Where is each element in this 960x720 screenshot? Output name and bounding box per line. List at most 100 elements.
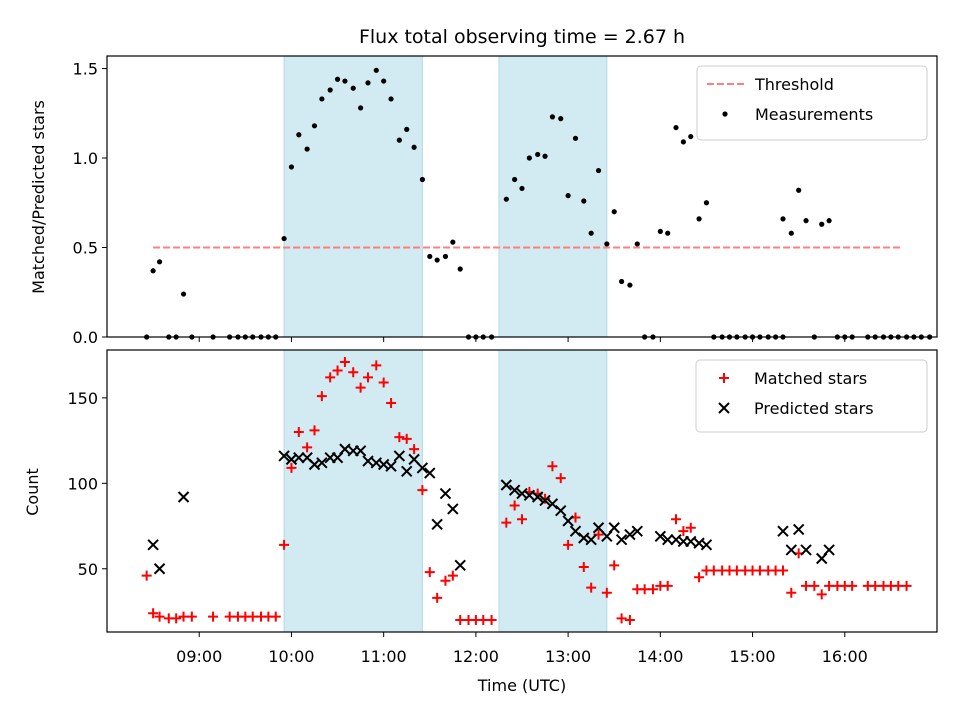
matched-stars-point [809, 580, 820, 591]
predicted-stars-point [555, 504, 567, 517]
x-tick-label: 14:00 [637, 647, 683, 666]
matched-stars-point [332, 365, 343, 376]
matched-stars-point [362, 372, 373, 383]
matched-stars-point [671, 514, 682, 525]
matched-stars-point [293, 427, 304, 438]
predicted-stars-point [823, 544, 835, 556]
matched-stars-point [171, 613, 182, 624]
measurements-point [796, 187, 802, 193]
measurements-point [427, 253, 433, 260]
top-shaded-interval [283, 55, 423, 338]
measurements-point [595, 167, 602, 174]
measurements-point [503, 196, 509, 202]
predicted-stars-point [147, 539, 159, 551]
top-y-axis-label: Matched/Predicted stars [29, 100, 48, 294]
x-tick-label: 12:00 [453, 647, 499, 666]
legend-matched-stars-handle [719, 373, 729, 383]
matched-stars-point [424, 567, 435, 578]
measurements-point [581, 198, 587, 204]
matched-stars-point [517, 514, 527, 525]
bottom-panel: 50 100 150 09:00 10:00 11:00 12:00 13:00 14:00 15… [67, 349, 938, 666]
predicted-stars-point [278, 450, 290, 462]
measurements-point [358, 105, 364, 111]
predicted-stars-point [546, 498, 559, 510]
bottom-y-tick-label: 100 [67, 474, 98, 493]
predicted-stars-point [785, 544, 797, 556]
predicted-stars-point [615, 534, 628, 546]
predicted-stars-point [631, 525, 643, 537]
measurements-point [558, 116, 564, 122]
top-y-tick-label: 1.0 [73, 149, 98, 168]
measurements-point [419, 176, 425, 183]
legend-measurements-label: Measurements [755, 105, 873, 124]
matched-stars-point [486, 615, 497, 626]
predicted-stars-point [408, 453, 420, 466]
predicted-stars-point [439, 487, 452, 500]
measurements-point [572, 135, 579, 141]
matched-stars-point [647, 584, 658, 595]
predicted-stars-point [424, 467, 436, 479]
top-y-tick-label: 1.5 [73, 60, 98, 79]
matched-stars-point [302, 442, 313, 453]
measurements-point [404, 126, 410, 132]
predicted-stars-point [293, 451, 305, 464]
legend-measurements-handle [722, 111, 728, 117]
matched-stars-point [678, 526, 689, 537]
matched-stars-point [417, 485, 428, 496]
matched-stars-point [609, 560, 620, 571]
measurements-point [373, 67, 379, 73]
measurements-point [180, 291, 187, 297]
measurements-point [156, 259, 163, 265]
predicted-stars-point [531, 491, 544, 503]
matched-stars-point [440, 575, 451, 586]
matched-stars-point [186, 611, 197, 622]
measurements-point [526, 155, 532, 161]
matched-stars-point [786, 587, 797, 598]
bottom-legend-box [695, 359, 928, 433]
measurements-point [512, 176, 518, 183]
measurements-point [450, 239, 456, 245]
predicted-stars-point [447, 503, 459, 515]
legend-predicted-stars-label: Predicted stars [754, 399, 874, 418]
matched-stars-point [685, 522, 696, 533]
predicted-stars-point [539, 494, 551, 507]
measurements-point [327, 87, 333, 93]
matched-stars-point [616, 613, 627, 624]
matched-stars-point [501, 517, 512, 528]
matched-stars-point [901, 580, 912, 591]
predicted-stars-point [316, 457, 328, 469]
matched-stars-point [555, 473, 566, 484]
top-legend-box [696, 65, 928, 141]
measurements-point [457, 266, 463, 272]
matched-stars-point [208, 611, 219, 622]
measurements-point [350, 85, 356, 91]
matched-stars-point [694, 572, 705, 583]
measurements-point [311, 123, 318, 129]
measurements-point [150, 268, 156, 274]
matched-stars-point [148, 608, 159, 619]
x-tick-label: 16:00 [822, 647, 868, 666]
top-panel: 0.0 0.5 1.0 1.5 Threshold Measurements [73, 55, 938, 347]
matched-stars-point [409, 444, 420, 455]
measurements-point [673, 124, 679, 131]
bottom-shaded-interval [283, 349, 423, 633]
measurements-point [342, 78, 348, 84]
predicted-stars-point [592, 522, 605, 534]
predicted-stars-point [416, 462, 429, 474]
matched-stars-point [847, 580, 858, 591]
matched-stars-point [386, 397, 397, 408]
predicted-stars-point [624, 528, 636, 541]
matched-stars-point [447, 570, 458, 581]
predicted-stars-point [685, 535, 697, 548]
x-tick-label: 10:00 [268, 647, 314, 666]
predicted-stars-point [523, 489, 536, 501]
x-tick-label: 09:00 [176, 647, 222, 666]
matched-stars-point [509, 500, 520, 511]
predicted-stars-point [500, 479, 513, 491]
matched-stars-point [816, 589, 827, 600]
measurements-point [519, 185, 525, 192]
measurements-point [442, 253, 449, 260]
x-tick-label: 11:00 [361, 647, 407, 666]
matched-stars-point [339, 356, 350, 367]
